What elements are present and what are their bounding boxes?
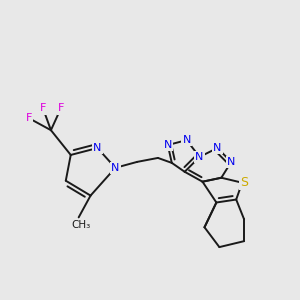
Text: N: N [164, 140, 172, 150]
Text: F: F [58, 103, 64, 113]
Text: S: S [240, 176, 248, 189]
Text: N: N [93, 143, 102, 153]
Text: N: N [195, 152, 204, 162]
Text: N: N [111, 163, 119, 173]
Text: F: F [26, 113, 32, 123]
Text: F: F [40, 103, 46, 113]
Text: CH₃: CH₃ [71, 220, 90, 230]
Text: N: N [213, 143, 222, 153]
Text: N: N [227, 157, 236, 167]
Text: N: N [182, 135, 191, 145]
